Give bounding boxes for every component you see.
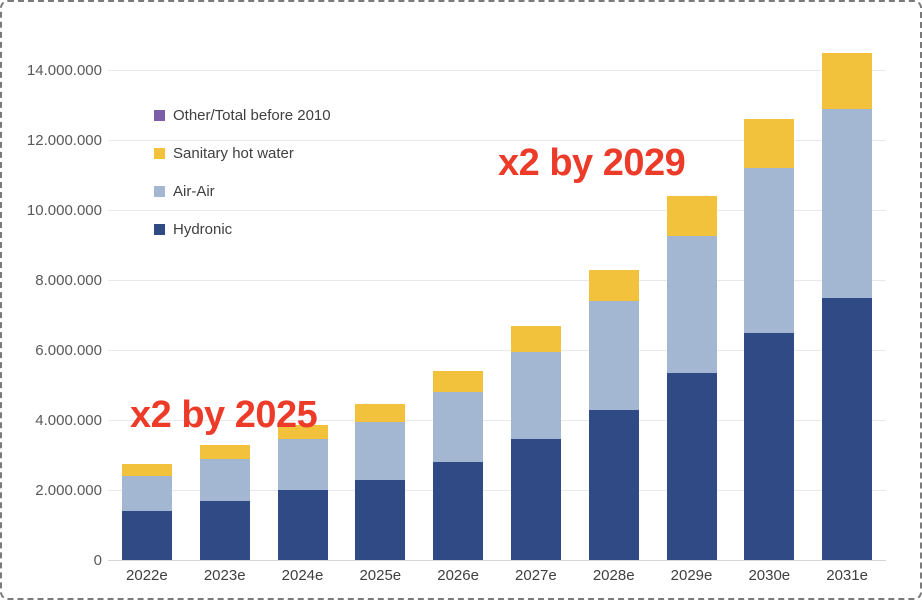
- bar-segment-sanitary-hot-water: [277, 425, 328, 440]
- gridline: [108, 70, 886, 71]
- chart-legend: Other/Total before 2010 Sanitary hot wate…: [154, 96, 331, 248]
- x-axis-tick-label: 2023e: [203, 567, 246, 584]
- bar-segment-hydronic: [588, 409, 639, 560]
- bar-segment-air-air: [666, 236, 717, 373]
- bar-segment-sanitary-hot-water: [199, 444, 250, 459]
- y-axis-tick-label: 6.000.000: [35, 342, 102, 359]
- annotation-text: x2 by 2029: [498, 142, 686, 184]
- gridline: [108, 490, 886, 491]
- bar-segment-sanitary-hot-water: [666, 196, 717, 237]
- x-axis-tick-label: 2028e: [592, 567, 635, 584]
- bar-segment-hydronic: [355, 479, 406, 560]
- bar-segment-sanitary-hot-water: [433, 371, 484, 392]
- bar-segment-air-air: [588, 301, 639, 410]
- x-axis-tick-label: 2026e: [437, 567, 479, 584]
- legend-label: Hydronic: [173, 220, 233, 238]
- bar-segment-air-air: [199, 458, 250, 501]
- y-axis-tick-label: 4.000.000: [35, 412, 102, 429]
- bar-segment-sanitary-hot-water: [588, 269, 639, 301]
- legend-label: Sanitary hot water: [173, 144, 294, 162]
- bar-segment-hydronic: [433, 462, 484, 560]
- gridline: [108, 210, 886, 211]
- annotation-text: x2 by 2025: [130, 394, 318, 436]
- legend-swatch-icon: [154, 223, 165, 235]
- gridline: [108, 280, 886, 281]
- gridline: [108, 350, 886, 351]
- bar-segment-air-air: [744, 168, 795, 333]
- legend-label: Air-Air: [173, 182, 215, 200]
- x-axis-tick-label: 2025e: [359, 567, 402, 584]
- x-axis-tick-label: 2024e: [281, 567, 324, 584]
- gridline: [108, 420, 886, 421]
- legend-item: Other/Total before 2010: [154, 96, 331, 134]
- bar-segment-hydronic: [121, 511, 172, 560]
- bar-segment-hydronic: [666, 372, 717, 560]
- x-axis-tick-label: 2029e: [670, 567, 713, 584]
- y-axis-tick-label: 8.000.000: [35, 272, 102, 289]
- bar-segment-sanitary-hot-water: [121, 463, 172, 476]
- x-axis-tick-label: 2027e: [515, 567, 557, 584]
- legend-item: Sanitary hot water: [154, 134, 331, 172]
- x-axis-tick-label: 2030e: [748, 567, 791, 584]
- gridline: [108, 560, 886, 561]
- legend-swatch-icon: [154, 147, 165, 159]
- legend-swatch-icon: [154, 185, 165, 197]
- x-axis-tick-label: 2022e: [126, 567, 168, 584]
- bar-segment-air-air: [822, 108, 873, 298]
- bar-segment-hydronic: [510, 439, 561, 560]
- bar-segment-air-air: [355, 421, 406, 480]
- y-axis-tick-label: 12.000.000: [26, 132, 102, 149]
- gridline: [108, 140, 886, 141]
- y-axis-tick-label: 0: [93, 552, 102, 569]
- legend-item: Hydronic: [154, 210, 331, 248]
- x-axis-tick-label: 2031e: [826, 567, 868, 584]
- bar-segment-sanitary-hot-water: [744, 119, 795, 168]
- bar-segment-hydronic: [822, 297, 873, 560]
- bar-segment-hydronic: [199, 500, 250, 560]
- legend-label: Other/Total before 2010: [173, 106, 331, 124]
- legend-swatch-icon: [154, 109, 165, 121]
- y-axis-tick-label: 10.000.000: [26, 202, 102, 219]
- bar-segment-air-air: [121, 476, 172, 511]
- bar-segment-sanitary-hot-water: [822, 52, 873, 109]
- bar-segment-air-air: [510, 351, 561, 440]
- bar-segment-sanitary-hot-water: [355, 404, 406, 422]
- bar-segment-hydronic: [744, 332, 795, 560]
- y-axis-tick-label: 2.000.000: [35, 482, 102, 499]
- bar-segment-air-air: [433, 392, 484, 462]
- y-axis-tick-label: 14.000.000: [26, 62, 102, 79]
- legend-item: Air-Air: [154, 172, 331, 210]
- bar-segment-air-air: [277, 439, 328, 490]
- bar-segment-hydronic: [277, 490, 328, 560]
- bar-segment-sanitary-hot-water: [510, 325, 561, 352]
